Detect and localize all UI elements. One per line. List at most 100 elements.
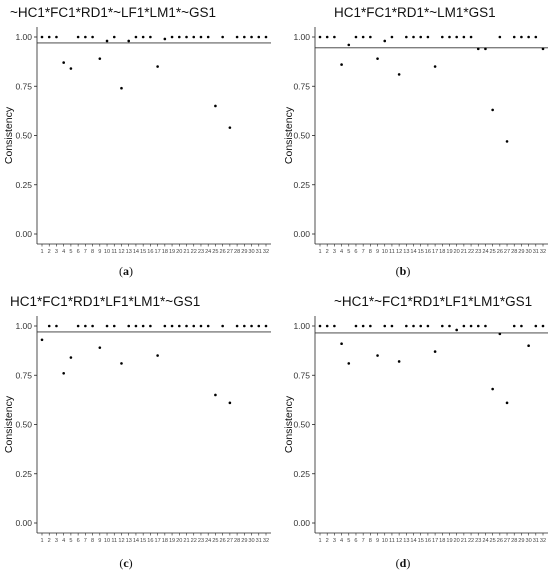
data-point (333, 35, 336, 39)
data-point (491, 108, 494, 112)
x-tick-label: 27 (227, 538, 233, 544)
x-tick-label: 19 (169, 538, 175, 544)
data-point (541, 47, 545, 51)
x-tick-label: 21 (183, 249, 189, 255)
data-point (376, 354, 379, 357)
data-point (228, 126, 232, 129)
data-point (325, 35, 329, 39)
x-tick-label: 9 (98, 249, 101, 255)
data-point (40, 35, 44, 39)
x-tick-label: 22 (191, 538, 197, 544)
data-point (484, 47, 487, 51)
data-point (91, 324, 94, 328)
data-point (112, 35, 116, 39)
y-tick-label: 0.50 (15, 131, 32, 141)
data-point (397, 73, 401, 76)
y-tick-label: 0.50 (15, 420, 32, 430)
x-tick-label: 28 (234, 249, 240, 255)
data-point (390, 35, 394, 39)
x-tick-label: 31 (256, 249, 262, 255)
data-point (512, 324, 516, 328)
y-tick-label: 0.75 (293, 81, 310, 91)
x-tick-label: 3 (333, 249, 336, 255)
x-tick-label: 18 (439, 249, 445, 255)
x-tick-label: 2 (48, 538, 51, 544)
data-point (505, 401, 509, 405)
data-point (333, 324, 336, 328)
data-point (505, 140, 509, 143)
x-tick-label: 4 (340, 538, 343, 544)
data-point (105, 324, 109, 328)
data-point (264, 324, 268, 328)
x-tick-label: 23 (198, 249, 204, 255)
data-point (419, 324, 423, 328)
data-point (177, 324, 181, 328)
x-tick-label: 30 (248, 249, 254, 255)
data-point (318, 35, 322, 39)
x-tick-label: 3 (55, 538, 58, 544)
data-point (112, 324, 116, 328)
data-point (455, 328, 458, 332)
data-point (170, 35, 174, 39)
y-axis-label: Consistency (3, 395, 15, 453)
x-tick-label: 26 (497, 249, 503, 255)
x-tick-label: 5 (347, 538, 350, 544)
x-tick-label: 32 (263, 249, 269, 255)
data-point (476, 324, 480, 328)
data-point (40, 338, 44, 342)
data-point (192, 324, 196, 328)
data-point (185, 324, 188, 328)
chart-panel-c: HC1*FC1*RD1*LF1*LM1*~GS1 0.00 0.25 0.50 0.75… (3, 294, 271, 570)
x-tick-label: 29 (241, 249, 247, 255)
x-tick-label: 24 (205, 249, 211, 255)
data-point (369, 35, 372, 39)
panel-caption-letter: c (123, 556, 129, 570)
x-tick-label: 20 (454, 249, 460, 255)
x-tick-label: 3 (55, 249, 58, 255)
data-point (534, 324, 538, 328)
x-tick-label: 32 (540, 249, 546, 255)
y-tick-label: 0.00 (293, 229, 310, 239)
x-tick-label: 23 (475, 538, 481, 544)
data-point (120, 86, 123, 90)
x-tick-label: 24 (205, 538, 211, 544)
x-tick-label: 16 (147, 249, 153, 255)
x-tick-label: 7 (84, 538, 87, 544)
data-point (214, 104, 217, 108)
y-tick-label: 0.00 (15, 229, 32, 239)
data-point (199, 324, 203, 328)
x-tick-label: 17 (432, 249, 438, 255)
x-tick-label: 17 (154, 249, 160, 255)
data-point (405, 324, 408, 328)
panel-caption: (b) (396, 264, 411, 278)
data-point (484, 324, 487, 328)
y-tick-label: 1.00 (15, 321, 32, 331)
y-tick-label: 0.75 (15, 370, 32, 380)
y-tick-label: 0.00 (15, 518, 32, 528)
x-tick-label: 15 (418, 249, 424, 255)
x-tick-label: 21 (461, 249, 467, 255)
data-point (491, 387, 494, 391)
panel-title: HC1*FC1*RD1*~LM1*GS1 (334, 5, 496, 20)
data-point (469, 35, 473, 39)
data-point (134, 324, 138, 328)
x-tick-label: 28 (511, 249, 517, 255)
data-point (440, 324, 444, 328)
data-point (91, 35, 94, 39)
x-tick-label: 29 (241, 538, 247, 544)
x-tick-label: 8 (369, 249, 372, 255)
data-point (433, 65, 437, 68)
x-tick-label: 22 (468, 538, 474, 544)
data-point (120, 362, 123, 365)
data-point (206, 324, 210, 328)
x-tick-label: 28 (511, 538, 517, 544)
data-point (340, 342, 343, 346)
y-tick-label: 0.25 (293, 180, 310, 190)
x-tick-label: 2 (326, 249, 329, 255)
data-point (527, 35, 530, 39)
x-tick-label: 20 (176, 538, 182, 544)
panel-caption: (d) (396, 556, 411, 570)
panel-caption: (c) (119, 556, 132, 570)
x-tick-label: 3 (333, 538, 336, 544)
x-tick-label: 28 (234, 538, 240, 544)
